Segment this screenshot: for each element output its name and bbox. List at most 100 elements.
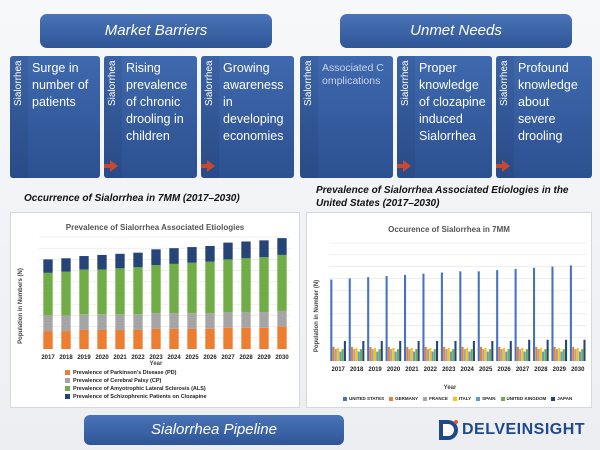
bar [542, 351, 545, 361]
bar-segment [259, 327, 269, 349]
bar [572, 346, 575, 361]
bar [341, 349, 344, 361]
bar-segment [115, 253, 125, 269]
bar-segment [97, 329, 107, 349]
card-side-label: Sialorrhea [400, 60, 411, 106]
bar [426, 349, 430, 361]
legend-label: Prevalence of Schizophrenic Patients on … [73, 394, 207, 400]
market-barrier-card: Sialorrhea Surge in number of patients [10, 56, 100, 178]
x-tick-label: 2025 [479, 367, 493, 373]
bar [539, 348, 542, 361]
bar [415, 349, 418, 361]
bar-segment [133, 314, 143, 330]
legend-swatch [500, 396, 505, 401]
x-axis-label: Year [443, 385, 457, 391]
bar [380, 340, 383, 361]
bar [461, 346, 464, 361]
bar [514, 268, 517, 361]
bar [369, 346, 372, 361]
bar [523, 351, 526, 361]
bar [410, 348, 413, 361]
bar-segment [151, 249, 161, 265]
bar [334, 349, 337, 361]
card-side-label: Sialorrhea [13, 60, 24, 106]
bar-segment [79, 256, 89, 270]
bar [360, 349, 363, 361]
arrow-icon [201, 160, 215, 172]
legend-swatch [476, 396, 481, 401]
bar-segment [187, 328, 197, 349]
bar [537, 349, 540, 361]
bar-segment [97, 269, 107, 315]
x-tick-label: 2018 [350, 367, 364, 373]
bar-segment [187, 313, 197, 329]
bar [533, 267, 536, 361]
legend-swatch [551, 396, 556, 401]
bar [452, 349, 455, 361]
bar [385, 276, 388, 361]
pipeline-banner: Sialorrhea Pipeline [84, 415, 344, 445]
bar [562, 349, 565, 361]
x-tick-label: 2030 [571, 367, 585, 373]
x-tick-label: 2028 [239, 355, 253, 361]
bar [339, 351, 342, 361]
legend-entry: SPAIN [476, 396, 496, 401]
right-chart-heading: Prevalence of Sialorrhea Associated Etio… [316, 185, 569, 209]
x-tick-label: 2023 [149, 355, 163, 361]
bar [436, 340, 439, 361]
bar [343, 340, 346, 361]
bar [440, 272, 443, 361]
bar [355, 348, 358, 361]
arrow-icon [397, 160, 411, 172]
bar [392, 348, 395, 361]
bar-segment [277, 310, 287, 327]
bar-segment [97, 314, 107, 330]
bar [373, 348, 377, 361]
legend-label: SPAIN [482, 396, 496, 401]
etiologies-chart: Prevalence of Sialorrhea Associated Etio… [10, 212, 300, 408]
unmet-need-card: Sialorrhea Associated Complications [300, 56, 393, 178]
x-tick-label: 2026 [497, 367, 511, 373]
legend-label: ITALY [458, 396, 472, 401]
chart-title: Prevalence of Sialorrhea Associated Etio… [65, 223, 245, 232]
bar-segment [241, 312, 251, 328]
x-tick-label: 2027 [221, 355, 235, 361]
x-tick-label: 2023 [442, 367, 456, 373]
bar [406, 346, 409, 361]
bar-segment [223, 259, 233, 313]
bar [404, 274, 407, 361]
bar-segment [97, 254, 107, 270]
legend-label: Prevalence of Cerebral Palsy (CP) [73, 378, 162, 384]
market-barrier-card: Sialorrhea Growing awareness in developi… [201, 56, 294, 178]
bar-segment [43, 315, 53, 332]
legend-label: UNITED STATES [349, 396, 385, 401]
legend-swatch [423, 396, 428, 401]
x-tick-label: 2019 [368, 367, 382, 373]
bar [496, 270, 499, 361]
legend-entry: FRANCE [423, 396, 448, 401]
bar [565, 339, 568, 361]
bar-segment [79, 329, 89, 349]
bar [337, 348, 340, 361]
bar [477, 271, 480, 361]
bar [387, 346, 390, 361]
card-side-label: Sialorrhea [107, 60, 118, 106]
legend-swatch [65, 386, 70, 392]
card-text: Surge in number of patients [32, 61, 89, 109]
bar [516, 346, 519, 361]
bar [390, 349, 393, 361]
bar-segment [43, 272, 53, 316]
card-text: Growing awareness in developing economie… [223, 61, 284, 143]
legend-entry: Prevalence of Amyotrophic Lateral Sclero… [65, 385, 207, 393]
card-side-label: Sialorrhea [499, 60, 510, 106]
bar [521, 348, 524, 361]
card-side-label: Sialorrhea [204, 60, 215, 106]
occurrence-7mm-chart: Occurence of Sialorrhea in 7MM Populatio… [306, 212, 592, 408]
bar [396, 349, 399, 361]
unmet-needs-header: Unmet Needs [340, 14, 572, 48]
bar-segment [61, 271, 71, 316]
x-tick-label: 2020 [387, 367, 401, 373]
bar-segment [259, 312, 269, 328]
arrow-icon [104, 160, 118, 172]
x-tick-label: 2026 [203, 355, 217, 361]
